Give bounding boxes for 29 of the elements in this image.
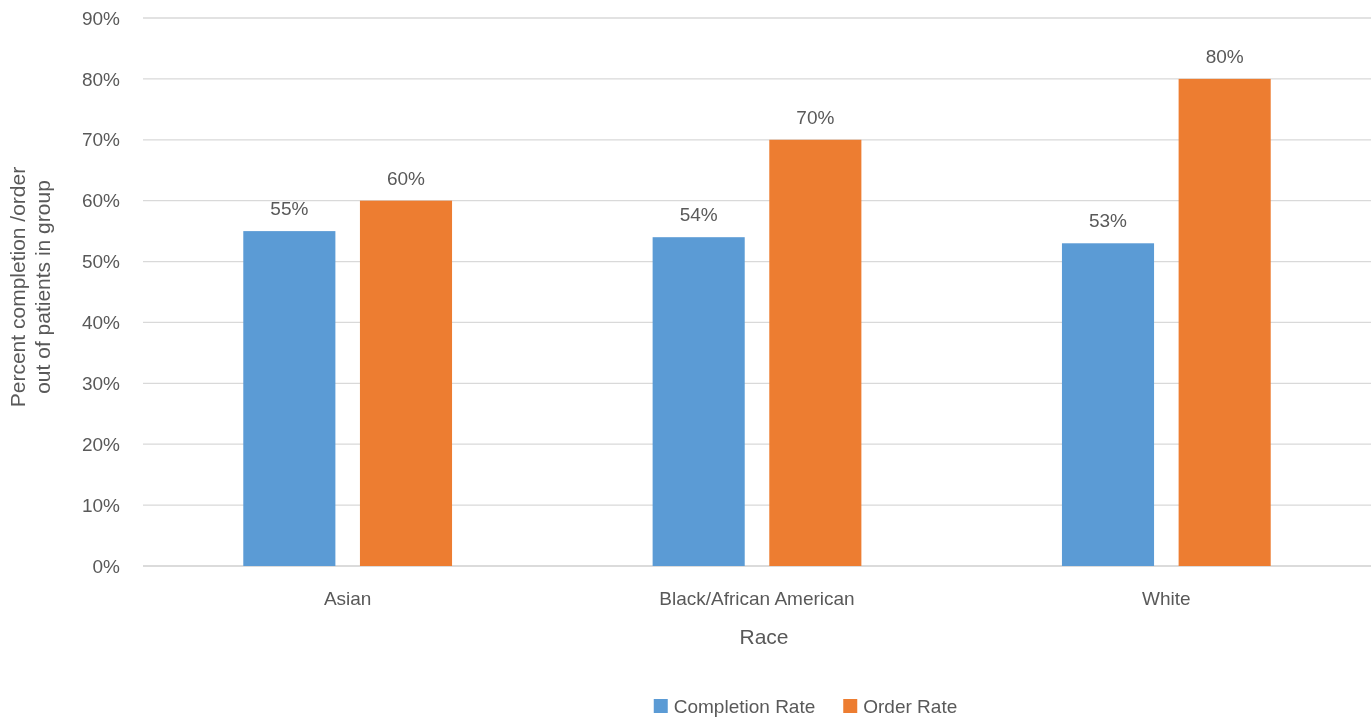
data-label: 70% [796,106,835,128]
data-label: 80% [1205,45,1244,67]
y-tick-label: 10% [81,494,121,516]
bar [1178,78,1271,566]
bar [1061,243,1155,566]
data-label: 54% [679,204,718,226]
data-label: 53% [1088,210,1128,232]
y-tick-label: 80% [81,68,121,90]
data-label: 55% [270,198,309,220]
bar [243,231,336,566]
y-tick-label: 20% [81,433,121,455]
y-tick-label: 90% [81,7,121,29]
y-tick-label: 0% [92,555,121,577]
y-tick-label: 70% [81,129,121,151]
x-tick-label: Black/African American [659,587,855,609]
bar [769,139,862,566]
legend-label: Completion Rate [673,695,816,717]
x-axis-title: Race [739,625,789,649]
data-label: 60% [386,167,426,189]
y-tick-label: 50% [81,251,121,273]
y-tick-label: 30% [81,372,121,394]
legend-label: Order Rate [863,695,958,717]
y-tick-label: 60% [81,190,121,212]
x-tick-label: White [1142,587,1191,609]
y-axis-title: Percent completion /order out of patients in group [5,166,54,408]
x-tick-label: Asian [323,587,372,609]
y-tick-label: 40% [81,312,121,334]
bar [359,200,453,566]
bar [652,237,745,566]
